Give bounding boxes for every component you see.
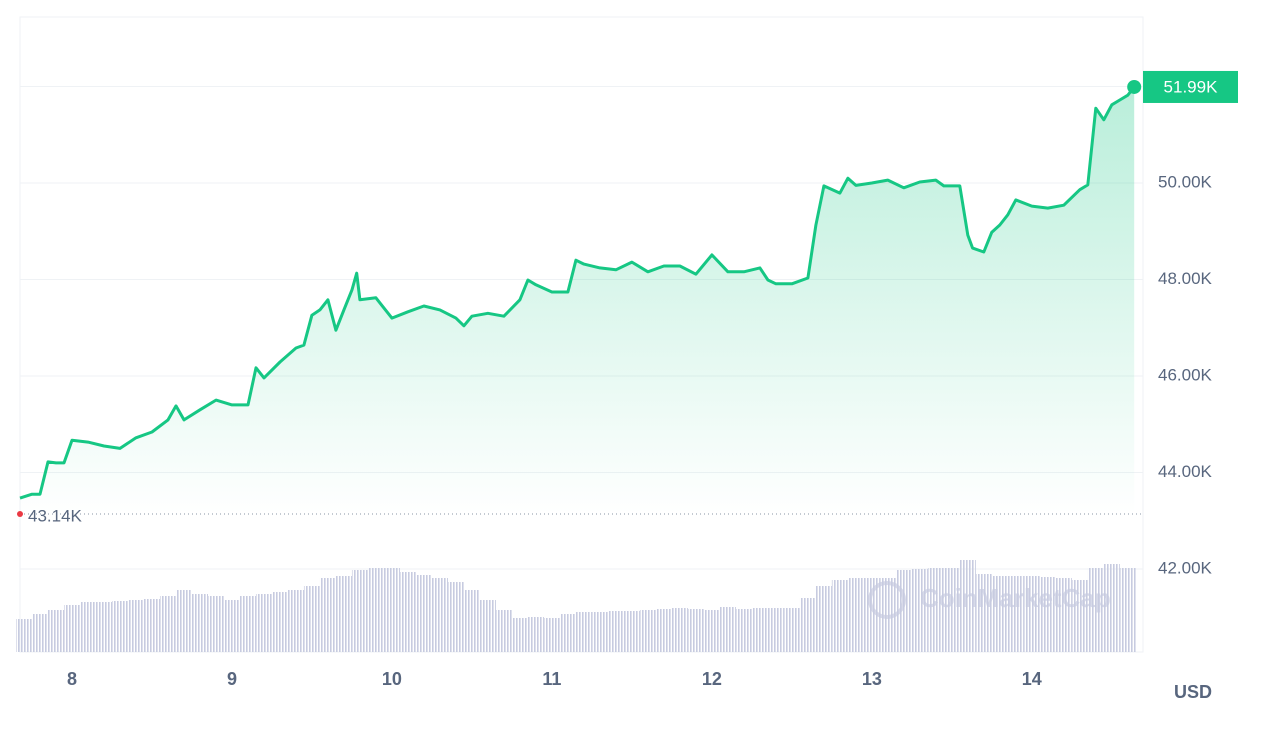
volume-bar [1007,576,1024,652]
volume-bar [607,611,624,652]
volume-bar [207,596,224,652]
price-badge-label: 51.99K [1164,77,1219,96]
x-tick-label: 12 [702,669,722,689]
volume-bar [383,568,400,652]
volume-bar [783,608,800,652]
volume-bar [847,578,864,652]
volume-bar [1055,578,1072,652]
volume-bar [159,596,176,652]
x-tick-label: 13 [862,669,882,689]
volume-bar [719,607,736,652]
y-tick-label: 46.00K [1158,365,1213,384]
y-tick-label: 48.00K [1158,269,1213,288]
volume-bar [799,598,816,652]
volume-bar [943,568,960,652]
volume-bar [447,582,464,652]
y-tick-label: 44.00K [1158,462,1213,481]
volume-bar [959,560,976,652]
y-tick-label: 50.00K [1158,172,1213,191]
volume-bar [1087,568,1104,652]
volume-bar [559,614,576,652]
x-tick-label: 14 [1022,669,1042,689]
price-area [20,87,1135,514]
volume-bar [655,609,672,652]
volume-bar [703,610,720,652]
last-point [1127,79,1142,94]
price-line [19,86,1136,500]
volume-bar [815,586,832,652]
volume-bar [1071,580,1088,652]
volume-bar [591,612,608,652]
volume-bar [543,618,560,652]
volume-bar [751,608,768,652]
volume-bar [191,594,208,652]
volume-bar [639,610,656,652]
volume-bar [143,599,160,652]
volume-bar [111,601,128,652]
volume-bar [127,600,144,652]
volume-bar [975,574,992,652]
y-tick-label: 42.00K [1158,558,1213,577]
volume-bar [415,575,432,652]
volume-bar [575,612,592,652]
volume-bar [1119,568,1136,652]
volume-bar [255,594,272,652]
volume-bar [863,578,880,652]
x-tick-label: 11 [542,669,561,689]
volume-bar [367,568,384,652]
y-axis-label: USD [1174,682,1212,702]
volume-bar [79,602,96,652]
volume-bar [495,610,512,652]
volume-bar [223,600,240,652]
volume-bar [31,614,48,652]
volume-bar [47,610,64,652]
volume-bar [735,609,752,652]
watermark: CoinMarketCap [920,583,1111,613]
volume-bar [479,600,496,652]
volume-bar [431,578,448,652]
volume-bar [351,570,368,652]
volume-bar [1023,576,1040,652]
volume-bar [287,590,304,652]
x-tick-label: 8 [67,669,77,689]
volume-bar [95,602,112,652]
price-badge [1143,70,1238,103]
volume-bar [671,608,688,652]
volume-bar [511,618,528,652]
x-tick-label: 9 [227,669,237,689]
volume-bar [319,578,336,652]
volume-bar [991,576,1008,652]
volume-bar [16,619,32,652]
volume-bar [767,608,784,652]
volume-bar [303,586,320,652]
volume-bar [239,596,256,652]
volume-bar [527,617,544,652]
volume-bar [1103,564,1120,652]
volume-bar [927,568,944,652]
volume-bar [399,572,416,652]
volume-bar [687,609,704,652]
volume-bar [271,592,288,652]
watermark-logo [868,581,906,619]
volume-bar [1039,577,1056,652]
volume-bar [175,590,192,652]
volume-bar [623,611,640,652]
volume-bar [911,569,928,652]
x-tick-label: 10 [382,669,402,689]
volume-bar [831,580,848,652]
volume-bar [63,605,80,652]
volume-bar [463,590,480,652]
volume-bar [335,576,352,652]
